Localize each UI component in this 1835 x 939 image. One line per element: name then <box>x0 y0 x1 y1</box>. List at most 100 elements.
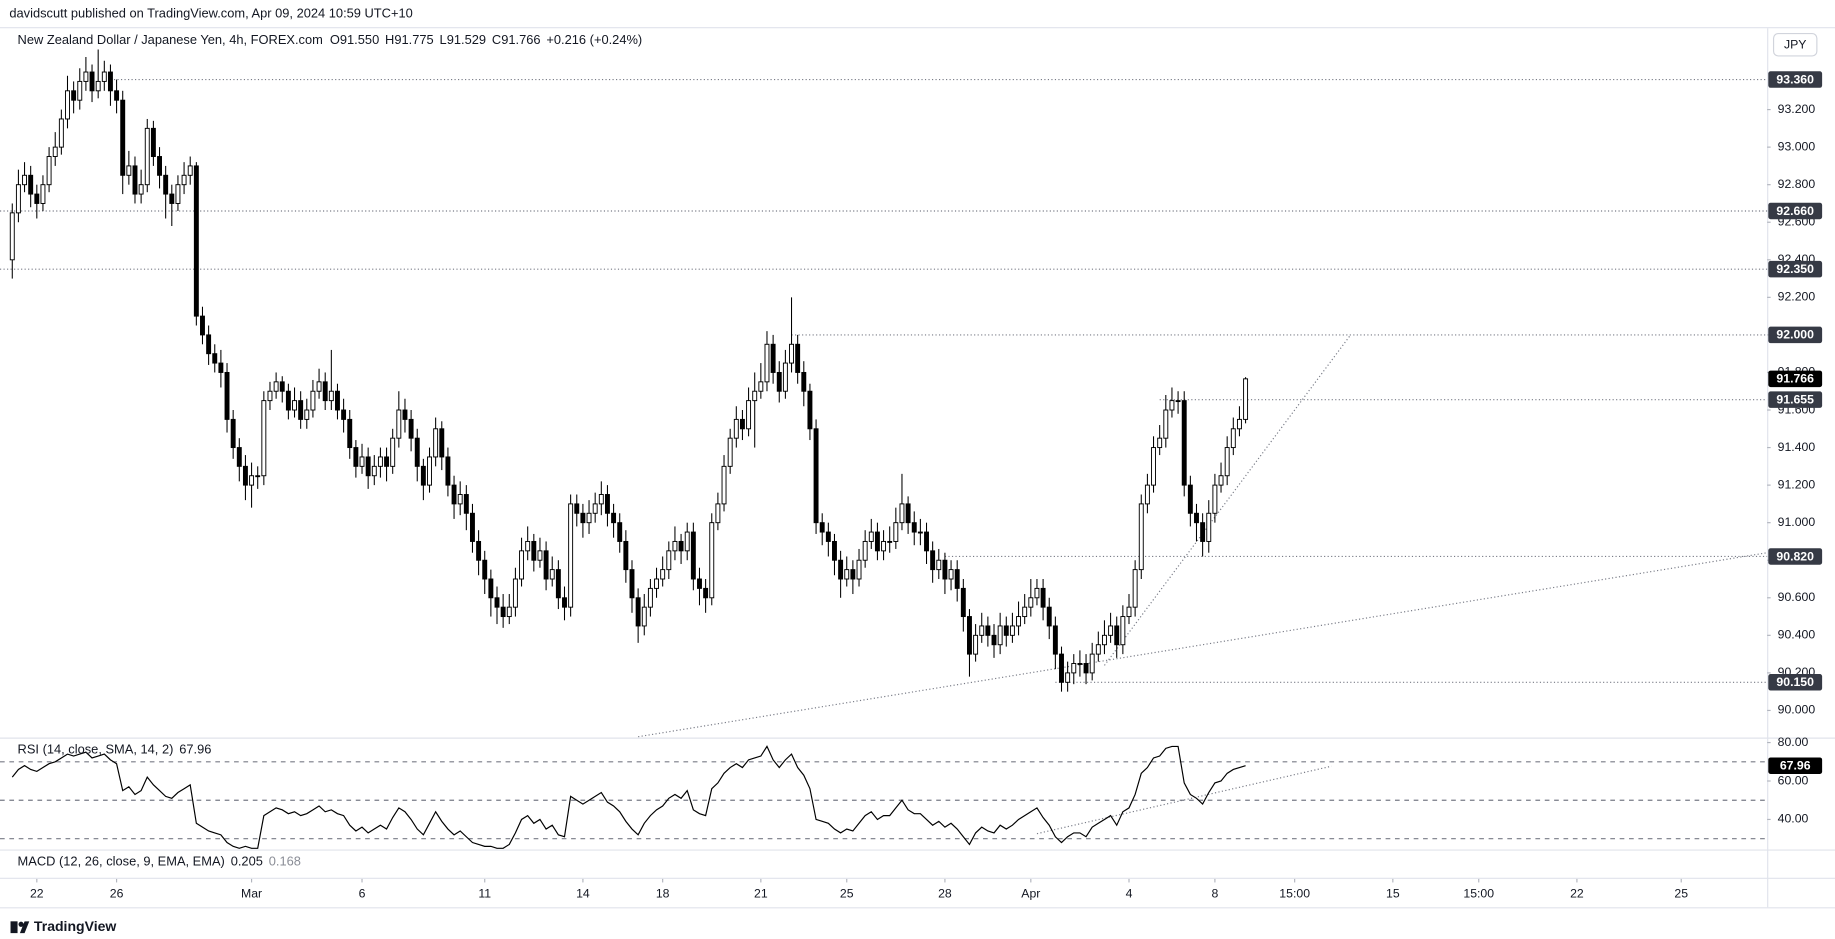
candle-body <box>1230 428 1236 449</box>
candle-body <box>739 418 745 430</box>
candle-body <box>543 550 549 580</box>
candle-body <box>396 409 402 439</box>
candle-body <box>629 569 635 599</box>
candle-body <box>175 184 181 204</box>
candle-body <box>377 456 383 467</box>
x-tick-label: 15:00 <box>1279 886 1310 900</box>
candle-body <box>120 99 126 176</box>
candle-body <box>874 531 880 552</box>
candle-body <box>328 390 334 402</box>
candle-body <box>34 193 40 204</box>
candle-body <box>15 184 21 214</box>
candle-body <box>1040 587 1046 608</box>
candle-body <box>905 503 911 524</box>
candle-body <box>752 390 758 402</box>
ohlc-close: C91.766 <box>492 33 541 48</box>
level-badge-label: 90.820 <box>1776 549 1814 563</box>
candle-body <box>506 606 512 618</box>
candle-body <box>1194 512 1199 524</box>
candle-body <box>114 90 120 101</box>
candle-body <box>1181 400 1187 486</box>
candle-body <box>341 409 347 420</box>
candle-body <box>224 371 230 420</box>
candle-body <box>457 494 463 505</box>
candle-body <box>549 569 555 580</box>
candle-body <box>206 334 212 355</box>
candle-body <box>267 390 273 402</box>
candle-body <box>1243 378 1249 420</box>
candle-body <box>1071 663 1077 674</box>
x-tick-label: 6 <box>359 886 366 900</box>
candle-body <box>285 390 291 411</box>
candle-body <box>917 531 923 534</box>
candle-body <box>476 540 482 561</box>
candle-body <box>218 362 224 373</box>
rsi-value: 67.96 <box>179 742 211 757</box>
candle-body <box>825 531 831 542</box>
candle-body <box>9 212 15 261</box>
candle-body <box>801 371 807 392</box>
candle-body <box>1052 625 1058 655</box>
candle-body <box>304 409 310 420</box>
candle-body <box>746 400 752 430</box>
level-badge-label: 92.350 <box>1776 262 1814 276</box>
currency-button[interactable] <box>1772 32 1818 57</box>
currency-label[interactable]: JPY <box>1784 38 1807 52</box>
candle-body <box>807 390 813 430</box>
candle-body <box>169 193 175 204</box>
candle-body <box>163 174 169 195</box>
candle-body <box>1065 672 1071 683</box>
candle-body <box>255 475 261 478</box>
x-tick-label: 11 <box>478 886 491 900</box>
candle-body <box>598 494 604 505</box>
candle-body <box>758 381 764 392</box>
candle-body <box>1028 597 1034 608</box>
candle-body <box>666 550 672 571</box>
candle-body <box>776 371 782 392</box>
candle-body <box>764 343 770 383</box>
candle-body <box>335 390 340 411</box>
candle-body <box>979 625 985 636</box>
candle-body <box>402 409 408 420</box>
x-tick-label: 25 <box>1674 886 1688 900</box>
rsi-badge-label: 67.96 <box>1780 759 1811 773</box>
last-price-label: 91.766 <box>1776 372 1814 386</box>
candle-body <box>347 418 353 449</box>
level-badge <box>1768 674 1823 691</box>
candle-body <box>537 550 543 561</box>
y-tick-label: 90.000 <box>1778 703 1816 717</box>
x-tick-label: 15:00 <box>1463 886 1494 900</box>
level-badge-label: 92.000 <box>1776 328 1814 342</box>
candle-body <box>107 71 113 92</box>
candle-body <box>1236 418 1242 430</box>
candle-body <box>887 540 893 543</box>
candle-body <box>365 456 371 477</box>
candle-body <box>1034 587 1040 599</box>
candle-body <box>463 494 469 514</box>
candle-body <box>727 437 733 467</box>
candle-body <box>1089 653 1095 674</box>
candle-body <box>844 569 850 580</box>
candle-body <box>997 625 1003 646</box>
candle-body <box>1144 484 1150 505</box>
logo-part <box>18 921 24 927</box>
candle-body <box>273 381 279 392</box>
candle-body <box>157 156 162 176</box>
candle-body <box>249 475 255 486</box>
level-badge <box>1768 391 1823 408</box>
candle-body <box>641 606 647 627</box>
candle-body <box>353 447 359 467</box>
candle-body <box>101 71 107 82</box>
candle-body <box>697 578 702 589</box>
candle-body <box>512 578 518 608</box>
macd-value: 0.205 <box>231 854 263 869</box>
candle-body <box>494 597 500 608</box>
candle-body <box>795 343 801 373</box>
macd-legend: MACD (12, 26, close, 9, EMA, EMA) 0.205 0.… <box>18 854 301 869</box>
logo-part <box>10 921 18 934</box>
brand-logo <box>10 921 30 934</box>
candle-body <box>1157 437 1163 449</box>
candle-body <box>83 71 89 82</box>
